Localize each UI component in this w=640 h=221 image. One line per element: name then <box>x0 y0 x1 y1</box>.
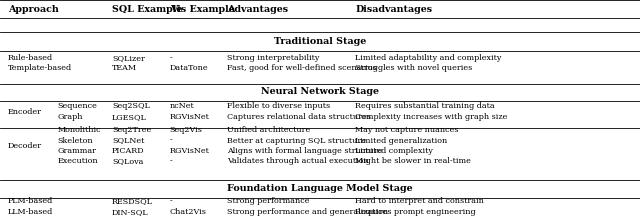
Text: -
Chat2Vis: - Chat2Vis <box>170 197 207 216</box>
Text: RESDSQL
DIN-SQL: RESDSQL DIN-SQL <box>112 197 153 216</box>
Text: Encoder: Encoder <box>8 108 42 116</box>
Text: SQLizer
TEAM: SQLizer TEAM <box>112 54 145 72</box>
Text: Hard to interpret and constrain
Requires prompt engineering: Hard to interpret and constrain Requires… <box>355 197 484 216</box>
Text: Vis Example: Vis Example <box>170 6 234 14</box>
Text: PLM-based
LLM-based: PLM-based LLM-based <box>8 197 53 216</box>
Text: -
DataTone: - DataTone <box>170 54 208 72</box>
Text: Seq2Vis
-
RGVisNet
-: Seq2Vis - RGVisNet - <box>170 126 209 166</box>
Text: May not capture nuances
Limited generalization
Limited complexity
Might be slowe: May not capture nuances Limited generali… <box>355 126 471 166</box>
Text: Strong performance
Strong performance and generalization: Strong performance Strong performance an… <box>227 197 388 216</box>
Text: Monolithic
Skeleton
Grammar
Execution: Monolithic Skeleton Grammar Execution <box>58 126 101 166</box>
Text: Advantages: Advantages <box>227 6 289 14</box>
Text: Limited adaptability and complexity
Struggles with novel queries: Limited adaptability and complexity Stru… <box>355 54 502 72</box>
Text: Decoder: Decoder <box>8 142 42 150</box>
Text: ncNet
RGVisNet: ncNet RGVisNet <box>170 102 209 121</box>
Text: Traditional Stage: Traditional Stage <box>274 38 366 46</box>
Text: Flexible to diverse inputs
Captures relational data structures: Flexible to diverse inputs Captures rela… <box>227 102 371 121</box>
Text: SQL Example: SQL Example <box>112 6 182 14</box>
Text: Strong interpretability
Fast, good for well-defined scenarios: Strong interpretability Fast, good for w… <box>227 54 377 72</box>
Text: Seq2SQL
LGESQL: Seq2SQL LGESQL <box>112 102 150 121</box>
Text: Disadvantages: Disadvantages <box>355 6 433 14</box>
Text: Approach: Approach <box>8 6 58 14</box>
Text: Foundation Language Model Stage: Foundation Language Model Stage <box>227 185 413 193</box>
Text: Unified architecture
Better at capturing SQL structure
Aligns with formal langua: Unified architecture Better at capturing… <box>227 126 383 166</box>
Text: Requires substantial training data
Complexity increases with graph size: Requires substantial training data Compl… <box>355 102 508 121</box>
Text: Sequence
Graph: Sequence Graph <box>58 102 97 121</box>
Text: Neural Network Stage: Neural Network Stage <box>261 87 379 96</box>
Text: Seq2Tree
SQLNet
PICARD
SQLova: Seq2Tree SQLNet PICARD SQLova <box>112 126 151 166</box>
Text: Rule-based
Template-based: Rule-based Template-based <box>8 54 72 72</box>
